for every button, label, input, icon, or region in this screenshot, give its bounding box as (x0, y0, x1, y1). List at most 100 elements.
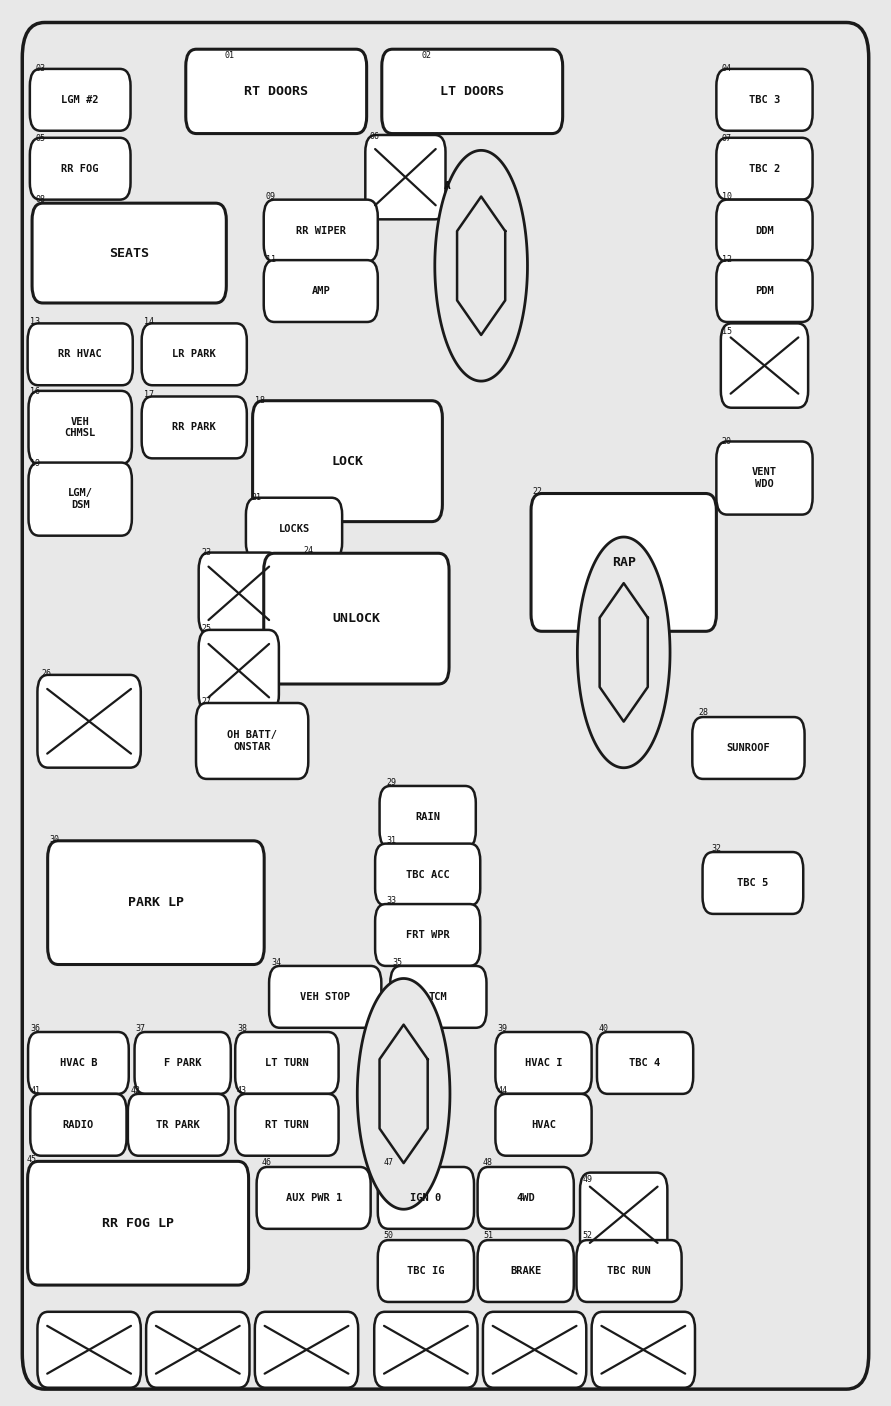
FancyBboxPatch shape (37, 1312, 141, 1388)
FancyBboxPatch shape (264, 553, 449, 683)
Text: 50: 50 (383, 1232, 393, 1240)
FancyBboxPatch shape (264, 200, 378, 262)
FancyBboxPatch shape (37, 675, 141, 768)
FancyBboxPatch shape (199, 630, 279, 711)
FancyBboxPatch shape (365, 135, 446, 219)
Text: PDM: PDM (755, 285, 774, 297)
Text: 39: 39 (497, 1025, 507, 1033)
Text: 18: 18 (255, 396, 265, 405)
FancyBboxPatch shape (597, 1032, 693, 1094)
FancyBboxPatch shape (495, 1094, 592, 1156)
Text: 25: 25 (201, 624, 211, 633)
Text: 21: 21 (251, 494, 261, 502)
Text: OH BATT/
ONSTAR: OH BATT/ ONSTAR (227, 730, 277, 752)
FancyBboxPatch shape (135, 1032, 231, 1094)
FancyBboxPatch shape (28, 1161, 249, 1285)
Text: 32: 32 (711, 845, 721, 853)
Text: RT TURN: RT TURN (265, 1119, 309, 1130)
FancyBboxPatch shape (592, 1312, 695, 1388)
Text: HVAC B: HVAC B (60, 1057, 97, 1069)
Text: LT TURN: LT TURN (265, 1057, 309, 1069)
Text: 44: 44 (497, 1087, 507, 1095)
Text: TCM: TCM (429, 991, 448, 1002)
FancyBboxPatch shape (576, 1240, 682, 1302)
FancyBboxPatch shape (374, 1312, 478, 1388)
Text: 43: 43 (237, 1087, 247, 1095)
Text: IGN 0: IGN 0 (410, 1192, 442, 1204)
Text: 01: 01 (225, 52, 234, 60)
FancyBboxPatch shape (375, 844, 480, 905)
FancyBboxPatch shape (185, 49, 367, 134)
Polygon shape (357, 979, 450, 1209)
Text: TBC 4: TBC 4 (629, 1057, 661, 1069)
Text: 49: 49 (583, 1175, 593, 1184)
Text: AMP: AMP (311, 285, 331, 297)
Text: RAP: RAP (612, 555, 635, 569)
FancyBboxPatch shape (703, 852, 804, 914)
Text: LGM #2: LGM #2 (61, 94, 99, 105)
Text: 04: 04 (722, 65, 732, 73)
Text: FRT WPR: FRT WPR (405, 929, 450, 941)
FancyBboxPatch shape (380, 786, 476, 848)
Text: 4WD: 4WD (516, 1192, 535, 1204)
Text: 48: 48 (483, 1159, 493, 1167)
Text: RR FOG LP: RR FOG LP (102, 1216, 174, 1230)
FancyBboxPatch shape (495, 1032, 592, 1094)
FancyBboxPatch shape (692, 717, 805, 779)
Text: RT DOORS: RT DOORS (244, 84, 308, 98)
Text: RR HVAC: RR HVAC (58, 349, 102, 360)
FancyBboxPatch shape (378, 1167, 474, 1229)
Text: 17: 17 (144, 391, 154, 399)
Text: 35: 35 (392, 959, 402, 967)
Text: A: A (444, 180, 451, 191)
FancyBboxPatch shape (716, 260, 813, 322)
Text: 52: 52 (583, 1232, 593, 1240)
Text: 27: 27 (201, 697, 211, 706)
FancyBboxPatch shape (128, 1094, 229, 1156)
Text: 15: 15 (722, 328, 732, 336)
Text: 08: 08 (36, 195, 45, 204)
Text: 02: 02 (421, 52, 431, 60)
FancyBboxPatch shape (196, 703, 308, 779)
FancyBboxPatch shape (29, 463, 132, 536)
Text: LGM/
DSM: LGM/ DSM (68, 488, 93, 510)
Text: RR WIPER: RR WIPER (296, 225, 346, 236)
FancyBboxPatch shape (269, 966, 381, 1028)
Text: 12: 12 (722, 256, 732, 264)
FancyBboxPatch shape (531, 494, 716, 631)
FancyBboxPatch shape (716, 200, 813, 262)
Text: 36: 36 (30, 1025, 40, 1033)
Text: LOCK: LOCK (331, 454, 364, 468)
Text: F PARK: F PARK (164, 1057, 201, 1069)
Text: TBC 2: TBC 2 (748, 163, 781, 174)
FancyBboxPatch shape (29, 1032, 128, 1094)
Text: PARK LP: PARK LP (128, 896, 184, 910)
Text: 40: 40 (599, 1025, 609, 1033)
Text: TBC RUN: TBC RUN (607, 1265, 651, 1277)
FancyBboxPatch shape (30, 69, 131, 131)
FancyBboxPatch shape (478, 1167, 574, 1229)
Text: 24: 24 (303, 547, 313, 555)
Text: VENT
WDO: VENT WDO (752, 467, 777, 489)
FancyBboxPatch shape (146, 1312, 249, 1388)
FancyBboxPatch shape (48, 841, 264, 965)
Polygon shape (435, 150, 527, 381)
FancyBboxPatch shape (721, 323, 808, 408)
FancyBboxPatch shape (246, 498, 342, 560)
Text: BRAKE: BRAKE (510, 1265, 542, 1277)
Text: 33: 33 (387, 897, 396, 905)
Text: 16: 16 (30, 388, 40, 396)
FancyBboxPatch shape (390, 966, 486, 1028)
Text: 29: 29 (387, 779, 396, 787)
Text: 23: 23 (201, 548, 211, 557)
Text: 38: 38 (237, 1025, 247, 1033)
FancyBboxPatch shape (142, 396, 247, 458)
Text: TBC IG: TBC IG (407, 1265, 445, 1277)
FancyBboxPatch shape (29, 391, 132, 464)
Text: VEH STOP: VEH STOP (300, 991, 350, 1002)
Text: 05: 05 (36, 135, 45, 143)
Text: 34: 34 (272, 959, 282, 967)
FancyBboxPatch shape (30, 138, 131, 200)
FancyBboxPatch shape (253, 401, 443, 522)
Text: 14: 14 (144, 318, 154, 326)
